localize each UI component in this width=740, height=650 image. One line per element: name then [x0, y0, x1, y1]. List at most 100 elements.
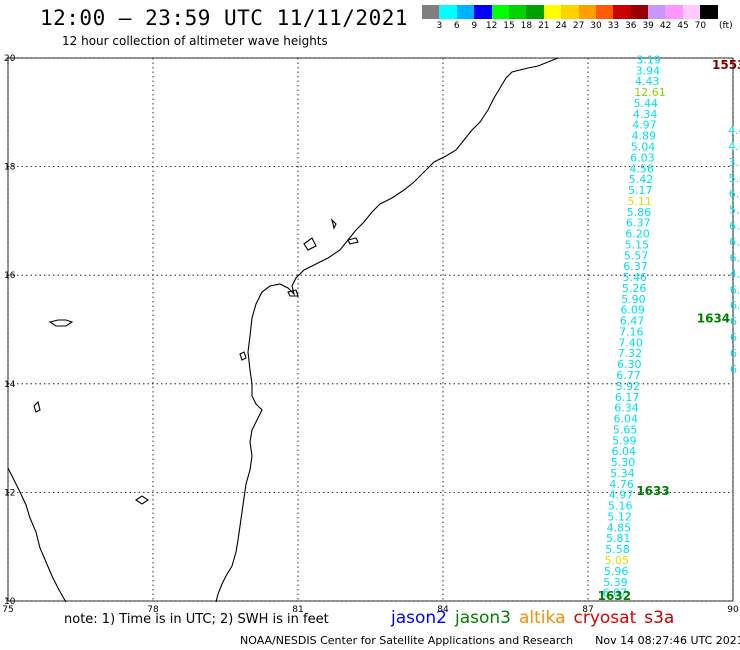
- track-time-label: 1634: [697, 311, 730, 325]
- satellite-jason2: jason2: [391, 608, 447, 628]
- wave-height-value: 7.16: [619, 325, 644, 338]
- credit-line: NOAA/NESDIS Center for Satellite Applica…: [240, 634, 740, 647]
- colorbar-swatch: [700, 5, 718, 19]
- satellite-cryosat: cryosat: [573, 608, 637, 628]
- coast-island-a: [48, 319, 74, 327]
- wave-height-value: 6.10: [729, 236, 740, 249]
- axis-tick-labels: 75 78 81 84 87 90 10 12 14 16 18 20: [2, 54, 739, 615]
- colorbar-label: 70: [694, 21, 707, 31]
- coastline-india-east: [7, 57, 559, 603]
- wave-height-value: 6: [730, 363, 737, 376]
- wave-height-value: 5.90: [621, 293, 646, 306]
- altimeter-tracks: 6.075.395.965.055.585.814.855.125.164.97…: [603, 53, 740, 599]
- lat-tick-label: 14: [4, 380, 16, 390]
- map-title: 12:00 — 23:59 UTC 11/11/2021: [40, 6, 409, 30]
- wave-height-value: 5.16: [608, 500, 633, 513]
- wave-height-value: 5.15: [625, 238, 650, 251]
- wave-height-value: 6.09: [620, 304, 645, 317]
- wave-height-value: 5.46: [623, 271, 648, 284]
- colorbar-label: 12: [485, 21, 498, 31]
- wave-height-value: 6: [730, 347, 737, 360]
- wave-height-value: 4.89: [632, 130, 657, 143]
- wave-height-value: 6.34: [614, 402, 639, 415]
- wave-height-value: 5.17: [628, 184, 653, 197]
- colorbar-swatch: [648, 5, 666, 19]
- lat-tick-label: 16: [4, 271, 16, 281]
- lat-tick-label: 18: [4, 163, 16, 173]
- colorbar-swatch: [578, 5, 596, 19]
- lon-tick-label: 81: [292, 605, 303, 615]
- wave-height-value: 4.85: [607, 521, 632, 534]
- colorbar-label: 36: [625, 21, 637, 31]
- wave-height-value: 5.86: [627, 206, 652, 219]
- coast-island-d: [239, 351, 247, 361]
- colorbar-label: 24: [555, 21, 567, 31]
- colorbar-label: 21: [538, 21, 550, 31]
- wave-height-value: 4.56: [629, 162, 654, 175]
- colorbar-swatch: [474, 5, 492, 19]
- coast-island-f: [330, 218, 337, 230]
- wave-height-value: 6.48: [729, 188, 740, 201]
- wave-height-value: 4.8: [728, 140, 740, 153]
- satellite-altika: altika: [519, 608, 566, 628]
- lat-tick-label: 10: [4, 597, 16, 607]
- wave-height-value: 7.32: [618, 347, 643, 360]
- wave-height-value: 5.57: [624, 249, 649, 262]
- wave-height-value: 5.42: [629, 173, 654, 186]
- coast-lake: [287, 289, 299, 297]
- wave-height-value: 5.44: [634, 97, 659, 110]
- track-time-label: 1632: [598, 589, 631, 603]
- lat-tick-label: 20: [4, 54, 16, 64]
- colorbar-swatch: [682, 5, 701, 19]
- map-subtitle: 12 hour collection of altimeter wave hei…: [62, 34, 328, 48]
- wave-height-value: 5.65: [613, 423, 638, 436]
- wave-height-value: 6.47: [620, 315, 645, 328]
- coast-island-b: [33, 400, 41, 413]
- wave-height-value: 6: [730, 315, 737, 328]
- wave-height-value: 4.97: [632, 119, 657, 132]
- coast-island-e: [303, 237, 317, 251]
- credit-text: NOAA/NESDIS Center for Satellite Applica…: [240, 634, 574, 647]
- wave-height-value: 4.97: [609, 489, 634, 502]
- wave-height-value: 5.12: [607, 510, 632, 523]
- lon-tick-label: 87: [582, 605, 593, 615]
- wave-height-value: 7.40: [618, 336, 643, 349]
- wave-height-value: 5.26: [622, 282, 647, 295]
- lon-tick-label: 78: [147, 605, 159, 615]
- wave-height-value: 5.92: [616, 380, 641, 393]
- colorbar-label: 6: [453, 21, 460, 31]
- wave-height-value: 5.30: [611, 456, 636, 469]
- wave-height-value: 6.2: [730, 299, 740, 312]
- lon-tick-label: 75: [2, 605, 13, 615]
- wave-height-value: 5.99: [612, 434, 637, 447]
- colorbar-swatch: [526, 5, 544, 19]
- colorbar-swatch: [491, 5, 509, 19]
- wave-height-value: 5.58: [605, 543, 630, 556]
- wave-height-value: 6.12: [729, 251, 740, 264]
- lat-tick-label: 12: [4, 488, 15, 498]
- satellite-s3a: s3a: [644, 608, 675, 628]
- colorbar-swatch: [561, 5, 579, 19]
- satellite-legend: jason2 jason3 altika cryosat s3a: [391, 608, 682, 628]
- wave-height-value: 6.04: [614, 413, 639, 426]
- map-grid: [7, 57, 734, 602]
- wave-height-value: 3.30: [728, 156, 740, 169]
- wave-height-value: 6.04: [611, 445, 636, 458]
- wave-height-value: 5.05: [605, 554, 630, 567]
- satellite-jason3: jason3: [455, 608, 511, 628]
- colorbar-swatch: [543, 5, 562, 19]
- wave-height-value: 5.39: [603, 576, 628, 589]
- wave-height-value: 6.17: [615, 391, 640, 404]
- wave-height-value: 4.43: [635, 75, 660, 88]
- wave-height-value: 4.8: [730, 267, 740, 280]
- track-time-label: 1553: [712, 58, 740, 72]
- generation-timestamp: Nov 14 08:27:46 UTC 2021: [595, 634, 740, 647]
- colorbar-label: 39: [642, 21, 654, 31]
- wave-height-value: 4.4: [728, 124, 740, 137]
- colorbar-label: 27: [572, 21, 585, 31]
- colorbar-label: 18: [520, 21, 533, 31]
- wave-height-value: 5.34: [610, 467, 635, 480]
- wave-height-value: 5.04: [631, 140, 656, 153]
- track-time-label: 1633: [636, 484, 669, 498]
